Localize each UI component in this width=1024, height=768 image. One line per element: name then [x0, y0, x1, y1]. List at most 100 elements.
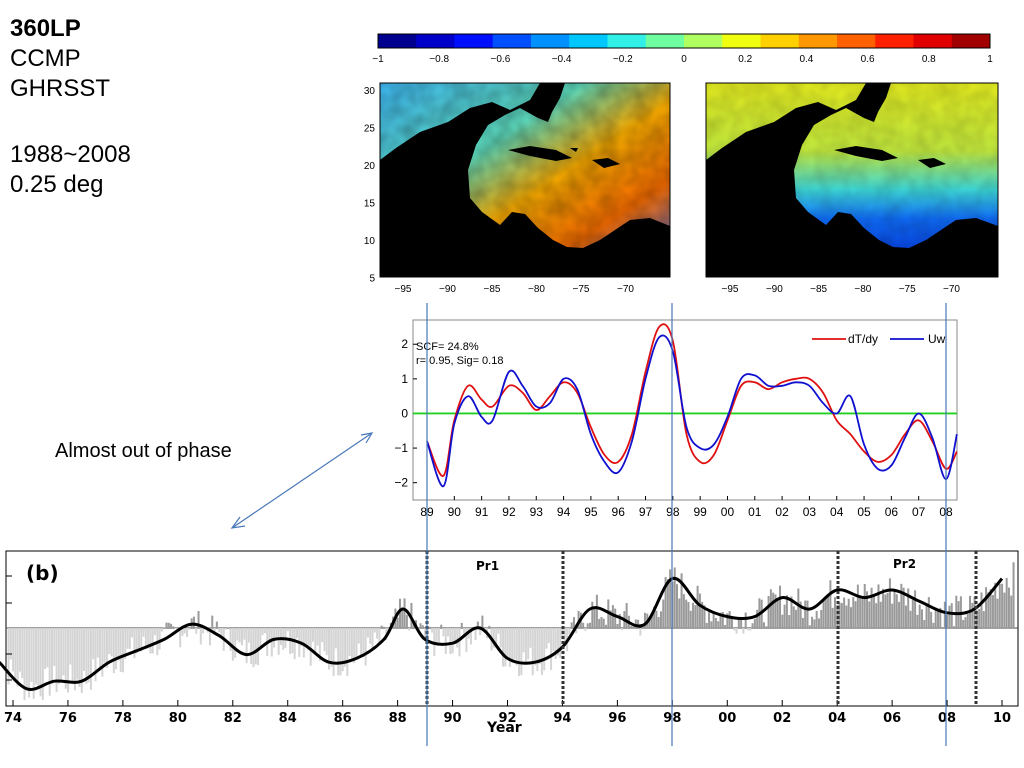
- monthly-bar: [371, 628, 374, 648]
- monthly-bar: [341, 628, 344, 672]
- monthly-bar: [321, 628, 324, 643]
- monthly-bar: [463, 628, 466, 637]
- monthly-bar: [815, 610, 818, 628]
- monthly-bar: [23, 628, 26, 701]
- monthly-bar: [444, 628, 447, 654]
- monthly-bar: [882, 588, 885, 628]
- timeseries-y-tick-label: −2: [394, 476, 408, 490]
- colorbar-cell: [837, 34, 876, 48]
- monthly-bar: [14, 628, 17, 680]
- monthly-bar: [840, 603, 843, 628]
- panel-b: 74767880828486889092949698000204060810 (…: [0, 550, 1019, 736]
- monthly-bar: [346, 628, 349, 676]
- monthly-bar: [62, 628, 65, 676]
- monthly-bar: [893, 590, 896, 628]
- monthly-bar: [508, 628, 511, 668]
- monthly-bar: [481, 615, 484, 628]
- colorbar-tick-label: −1: [372, 54, 384, 65]
- monthly-bar: [575, 628, 578, 634]
- timeseries-x-tick-label: 94: [557, 505, 571, 519]
- monthly-bar: [518, 628, 521, 677]
- monthly-bar: [932, 622, 935, 628]
- monthly-bar: [154, 628, 157, 636]
- monthly-bar: [772, 592, 775, 628]
- map-dtdy-label: dT/dy: [390, 253, 418, 265]
- monthly-bar: [948, 605, 951, 628]
- monthly-bar: [527, 628, 530, 660]
- monthly-bar: [488, 625, 491, 628]
- monthly-bar: [659, 611, 662, 628]
- monthly-bar: [898, 601, 901, 628]
- panel-b-label: (b): [26, 561, 59, 585]
- colorbar-tick-label: 1: [987, 54, 993, 65]
- colorbar-tick-label: 0.8: [922, 54, 936, 65]
- monthly-bar: [843, 597, 846, 628]
- monthly-bar: [174, 628, 177, 629]
- monthly-bar: [568, 628, 571, 635]
- series-line-uw: [426, 334, 958, 488]
- monthly-bar: [273, 628, 276, 648]
- period-text: 1988~2008: [10, 141, 131, 168]
- monthly-bar: [479, 628, 482, 636]
- monthly-bar: [46, 628, 49, 668]
- monthly-bar: [554, 628, 557, 659]
- monthly-bar: [543, 628, 546, 671]
- monthly-bar: [513, 628, 516, 659]
- monthly-bar: [128, 628, 131, 650]
- monthly-bar: [985, 587, 988, 628]
- monthly-bar: [119, 628, 122, 672]
- monthly-bar: [234, 628, 237, 658]
- panel-b-x-tick-label: 84: [279, 711, 297, 726]
- monthly-bar: [110, 628, 113, 657]
- monthly-bar: [465, 628, 468, 653]
- map-uw-x-axis: −95 −90 −85 −80 −75 −70: [722, 284, 961, 295]
- monthly-bar: [923, 620, 926, 628]
- monthly-bar: [447, 628, 450, 637]
- monthly-bar: [330, 628, 333, 667]
- monthly-bar: [449, 628, 452, 655]
- monthly-bar: [888, 578, 891, 628]
- timeseries-y-tick-label: 0: [401, 406, 408, 420]
- double-arrow: [230, 432, 374, 529]
- monthly-bar: [403, 598, 406, 628]
- timeseries-x-tick-label: 98: [666, 505, 680, 519]
- monthly-bar: [238, 628, 241, 643]
- monthly-bar: [1001, 583, 1004, 628]
- timeseries-x-tick-label: 92: [502, 505, 516, 519]
- monthly-bar: [605, 624, 608, 628]
- monthly-bar: [165, 622, 168, 628]
- monthly-bar: [680, 573, 683, 628]
- colorbar-cell: [684, 34, 723, 48]
- guide-lines: [426, 303, 947, 746]
- monthly-bar: [474, 628, 477, 641]
- monthly-bar: [962, 619, 965, 628]
- map-x-tick-label: −90: [439, 284, 456, 295]
- monthly-bar: [373, 628, 376, 633]
- monthly-bar: [776, 599, 779, 628]
- monthly-bar: [149, 628, 152, 654]
- monthly-bar: [703, 605, 706, 628]
- colorbar-cell: [722, 34, 761, 48]
- monthly-bar: [991, 595, 994, 628]
- monthly-bar: [914, 590, 917, 628]
- monthly-bar: [495, 628, 498, 648]
- monthly-bar: [252, 628, 255, 668]
- monthly-bar: [419, 623, 422, 628]
- monthly-bar: [753, 618, 756, 628]
- smoothed-index-line: [0, 577, 1004, 691]
- colorbar-cell: [798, 34, 838, 48]
- monthly-bar: [405, 614, 408, 628]
- monthly-bar: [170, 623, 173, 628]
- monthly-bar: [112, 628, 115, 674]
- monthly-bar: [76, 628, 79, 680]
- monthly-bar: [220, 628, 223, 638]
- monthly-bar: [964, 617, 967, 628]
- monthly-bar: [344, 628, 347, 667]
- monthly-bar: [742, 628, 745, 634]
- monthly-bar: [16, 628, 19, 687]
- monthly-bar: [215, 621, 218, 628]
- monthly-bar: [902, 587, 905, 628]
- monthly-bar: [801, 617, 804, 628]
- monthly-bar: [92, 628, 95, 660]
- monthly-bar: [99, 628, 102, 671]
